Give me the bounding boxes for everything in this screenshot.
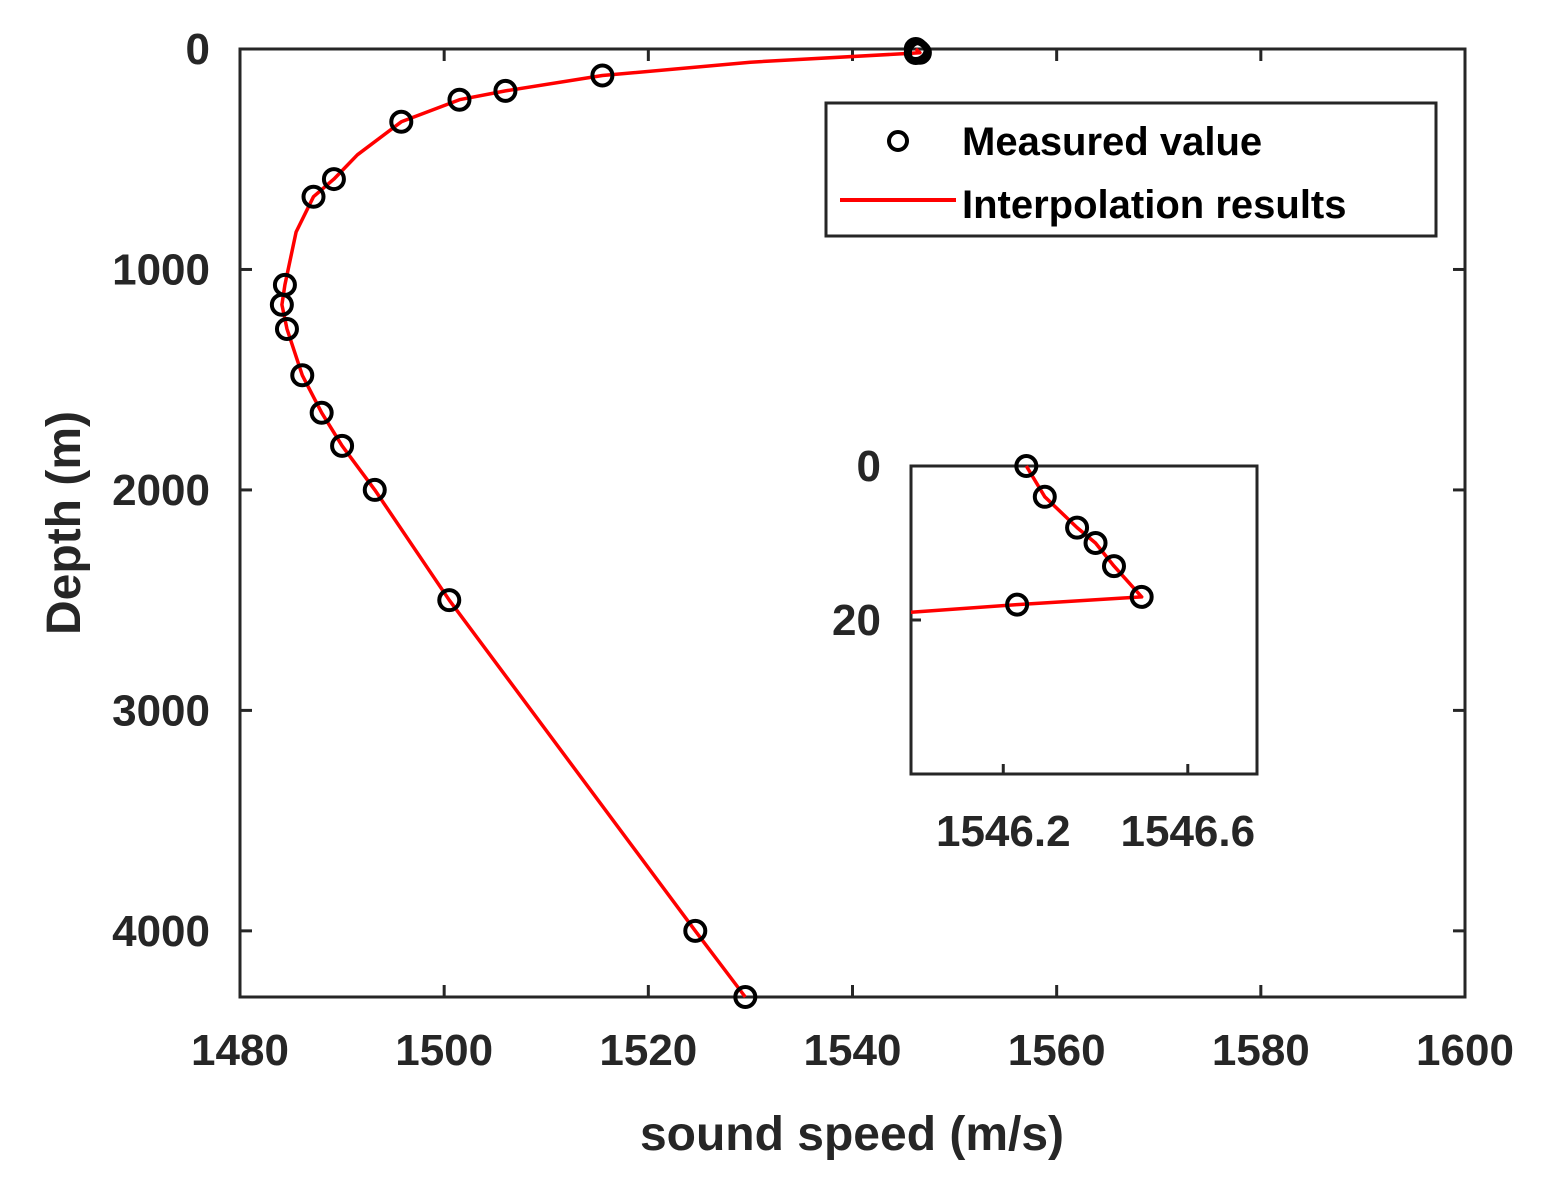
inset-measured-point bbox=[1083, 531, 1108, 555]
x-tick-label: 1500 bbox=[395, 1026, 493, 1075]
measured-point bbox=[362, 477, 387, 502]
x-tick-label: 1560 bbox=[1008, 1026, 1106, 1075]
measured-point bbox=[733, 985, 758, 1009]
legend-marker-measured bbox=[887, 130, 909, 152]
legend-label-measured: Measured value bbox=[962, 120, 1262, 164]
inset-y-axis: 0 20 bbox=[832, 442, 921, 645]
inset-measured-point bbox=[1065, 515, 1090, 540]
inset-measured-point bbox=[1129, 584, 1154, 609]
y-tick-label: 2000 bbox=[112, 466, 210, 515]
legend-box bbox=[824, 101, 1438, 238]
inset-measured-point bbox=[1005, 592, 1030, 617]
interpolation-line bbox=[280, 47, 922, 999]
measured-point bbox=[389, 109, 414, 134]
y-tick-label: 0 bbox=[186, 25, 210, 74]
x-tick-label: 1580 bbox=[1212, 1026, 1310, 1075]
inset-measured-point bbox=[1014, 454, 1039, 478]
inset-x-tick-label: 1546.2 bbox=[936, 807, 1071, 856]
measured-point bbox=[330, 433, 355, 458]
x-tick-label: 1540 bbox=[804, 1026, 902, 1075]
legend-label-interpolation: Interpolation results bbox=[962, 183, 1347, 227]
inset-plot: 1546.2 1546.6 0 20 bbox=[832, 442, 1259, 856]
y-axis-label: Depth (m) bbox=[38, 411, 91, 635]
x-tick-label: 1520 bbox=[599, 1026, 697, 1075]
x-axis-label: sound speed (m/s) bbox=[640, 1108, 1064, 1161]
measured-point bbox=[590, 63, 615, 88]
legend: Measured value Interpolation results bbox=[824, 101, 1438, 238]
measured-point bbox=[309, 400, 334, 425]
inset-interpolation-line bbox=[910, 465, 1144, 615]
inset-measured-point bbox=[1032, 484, 1057, 509]
measured-point bbox=[290, 363, 315, 388]
inset-measured-point bbox=[1101, 554, 1126, 579]
inset-y-tick-label: 20 bbox=[832, 596, 881, 645]
inset-x-tick-label: 1546.6 bbox=[1121, 807, 1256, 856]
x-tick-label: 1480 bbox=[191, 1026, 289, 1075]
measured-point bbox=[274, 316, 299, 341]
inset-x-axis: 1546.2 1546.6 bbox=[936, 764, 1255, 856]
measured-point bbox=[437, 588, 462, 613]
measured-point bbox=[447, 87, 472, 112]
measured-point bbox=[301, 184, 326, 209]
measured-point bbox=[903, 40, 928, 65]
y-tick-label: 3000 bbox=[112, 686, 210, 735]
inset-y-tick-label: 0 bbox=[857, 442, 881, 491]
measured-point bbox=[321, 167, 346, 192]
main-series bbox=[269, 37, 932, 1009]
y-axis: 0 1000 2000 3000 4000 bbox=[112, 25, 1465, 956]
measured-point bbox=[493, 78, 518, 103]
measured-point bbox=[269, 292, 294, 317]
measured-point bbox=[683, 918, 708, 943]
y-tick-label: 1000 bbox=[112, 245, 210, 294]
inset-series bbox=[910, 454, 1154, 617]
x-axis: 1480 1500 1520 1540 1560 1580 1600 bbox=[191, 49, 1514, 1075]
x-tick-label: 1600 bbox=[1416, 1026, 1514, 1075]
inset-frame bbox=[909, 464, 1259, 776]
y-tick-label: 4000 bbox=[112, 907, 210, 956]
